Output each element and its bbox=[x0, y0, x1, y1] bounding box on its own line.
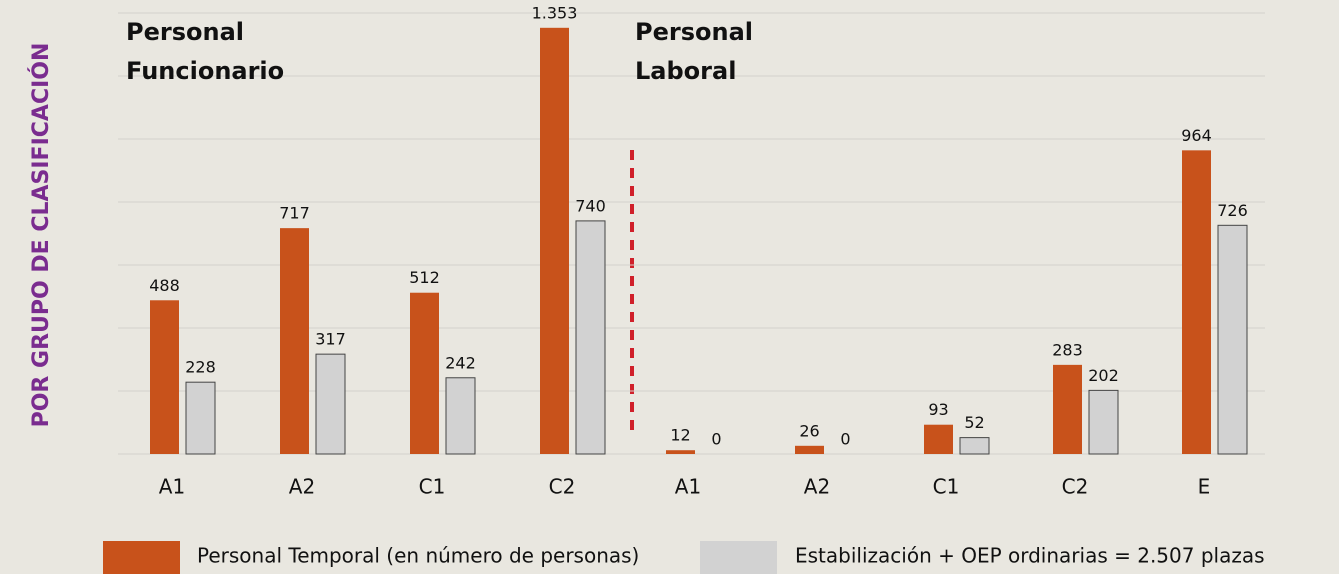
value-label: 717 bbox=[279, 204, 310, 223]
x-tick-label: A2 bbox=[289, 475, 315, 499]
value-label: 12 bbox=[670, 426, 690, 445]
x-tick-label: C2 bbox=[549, 475, 576, 499]
legend-label: Estabilización + OEP ordinarias = 2.507 … bbox=[795, 544, 1265, 568]
bar bbox=[1088, 389, 1119, 455]
bar bbox=[795, 445, 824, 454]
value-label: 740 bbox=[575, 196, 606, 215]
value-label: 26 bbox=[799, 421, 819, 440]
value-label: 964 bbox=[1181, 126, 1212, 145]
value-label: 228 bbox=[185, 358, 216, 377]
bar bbox=[1182, 150, 1211, 454]
x-tick-label: C1 bbox=[933, 475, 960, 499]
value-label: 0 bbox=[711, 430, 721, 449]
x-tick-label: A1 bbox=[675, 475, 701, 499]
legend-swatch bbox=[700, 541, 777, 574]
value-label: 726 bbox=[1217, 201, 1248, 220]
value-label: 488 bbox=[149, 276, 180, 295]
bar bbox=[959, 437, 990, 455]
x-tick-label: A1 bbox=[159, 475, 185, 499]
value-label: 512 bbox=[409, 268, 440, 287]
bar bbox=[1217, 224, 1248, 455]
bar bbox=[575, 220, 606, 455]
bar bbox=[666, 450, 695, 454]
bar bbox=[445, 377, 476, 455]
value-label: 93 bbox=[928, 400, 948, 419]
value-label: 202 bbox=[1088, 366, 1119, 385]
x-tick-label: A2 bbox=[804, 475, 830, 499]
bar bbox=[315, 353, 346, 455]
x-tick-label: C2 bbox=[1062, 475, 1089, 499]
bar bbox=[185, 381, 216, 455]
side-label: POR GRUPO DE CLASIFICACIÓN bbox=[28, 43, 54, 428]
x-tick-label: C1 bbox=[419, 475, 446, 499]
value-label: 317 bbox=[315, 330, 346, 349]
bar bbox=[410, 292, 439, 454]
x-tick-label: E bbox=[1198, 475, 1211, 499]
legend-swatch bbox=[103, 541, 180, 574]
bar bbox=[1053, 364, 1082, 454]
group-label: Personal Funcionario bbox=[126, 18, 284, 85]
legend-label: Personal Temporal (en número de personas… bbox=[197, 544, 639, 568]
value-label: 52 bbox=[964, 413, 984, 432]
group-label: Personal Laboral bbox=[635, 18, 753, 85]
bar bbox=[280, 228, 309, 454]
value-label: 0 bbox=[840, 430, 850, 449]
bar bbox=[150, 300, 179, 454]
value-label: 283 bbox=[1052, 340, 1083, 359]
value-label: 242 bbox=[445, 353, 476, 372]
value-label: 1.353 bbox=[532, 3, 578, 22]
bar bbox=[540, 27, 569, 455]
bar bbox=[924, 424, 953, 454]
